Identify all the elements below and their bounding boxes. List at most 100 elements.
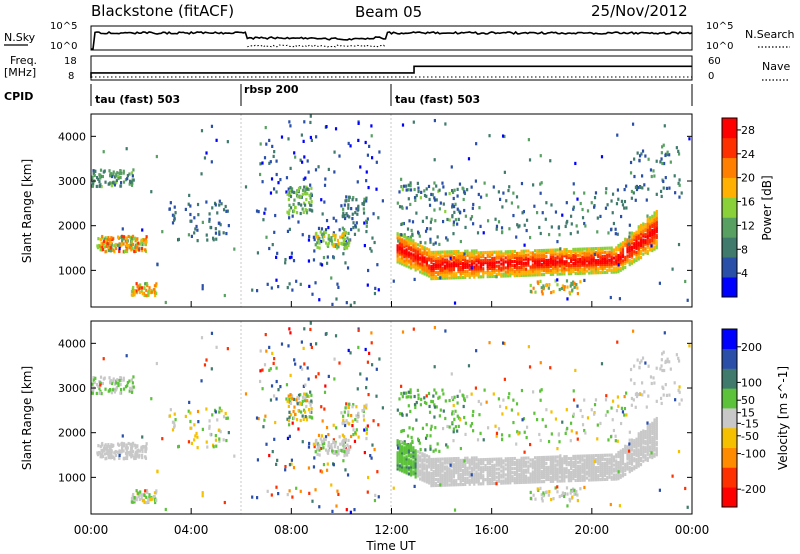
velocity-cell xyxy=(338,361,341,365)
power-cell xyxy=(556,260,559,264)
power-cell xyxy=(335,219,338,223)
velocity-cell xyxy=(646,424,649,428)
velocity-cell xyxy=(441,388,444,392)
power-cell xyxy=(610,248,613,252)
power-cell xyxy=(543,264,546,269)
power-cell xyxy=(529,283,532,288)
power-cell xyxy=(565,256,568,260)
power-cell xyxy=(305,197,308,202)
power-cell xyxy=(475,249,478,253)
velocity-cell xyxy=(405,471,408,475)
power-cell xyxy=(164,300,167,305)
power-cell xyxy=(648,230,652,234)
velocity-cell xyxy=(255,496,259,500)
velocity-cell xyxy=(439,481,442,485)
power-cell xyxy=(615,270,618,274)
power-cell xyxy=(628,254,631,259)
noise-panel: N.Sky 10^5 10^0 10^5 10^0 N.Search xyxy=(4,21,795,52)
power-cell xyxy=(486,252,489,257)
power-cell xyxy=(443,266,447,270)
power-cell xyxy=(653,223,656,227)
velocity-cell xyxy=(433,388,436,392)
power-cell xyxy=(287,137,290,141)
power-cell xyxy=(309,183,312,187)
velocity-cell xyxy=(94,376,97,380)
power-cell xyxy=(203,156,207,160)
velocity-cell xyxy=(678,402,681,406)
velocity-cell xyxy=(661,352,664,356)
power-cell xyxy=(617,270,620,274)
velocity-cell xyxy=(319,437,322,441)
velocity-cell xyxy=(563,473,566,477)
power-cell xyxy=(646,251,649,255)
velocity-cell xyxy=(554,473,557,477)
velocity-cell xyxy=(443,471,447,475)
velocity-cell xyxy=(552,471,555,475)
velocity-cell xyxy=(430,465,433,470)
power-cell xyxy=(350,206,353,211)
velocity-cell xyxy=(635,445,638,449)
power-cell xyxy=(639,235,643,240)
power-cell xyxy=(594,269,598,273)
velocity-cell xyxy=(540,455,543,460)
power-cell xyxy=(590,267,593,271)
velocity-cell xyxy=(639,442,643,447)
power-cell xyxy=(455,252,458,256)
velocity-cell xyxy=(545,477,548,482)
power-cell xyxy=(276,251,279,255)
power-cell xyxy=(628,244,631,249)
power-cell xyxy=(488,270,492,275)
power-cell xyxy=(335,246,339,250)
velocity-cell xyxy=(504,477,507,481)
power-cell xyxy=(99,238,102,242)
frequency-panel: Freq. [MHz] 18 8 60 0 Nave xyxy=(4,54,790,82)
velocity-cell xyxy=(554,457,557,461)
power-cell xyxy=(642,246,645,250)
power-cell xyxy=(452,232,455,236)
velocity-cell xyxy=(540,480,543,484)
power-cell xyxy=(543,262,546,267)
power-cell xyxy=(429,237,432,241)
power-cell xyxy=(637,247,640,251)
power-cell xyxy=(412,243,415,247)
velocity-cell xyxy=(323,407,326,411)
power-cell xyxy=(547,268,550,273)
velocity-cell xyxy=(668,360,671,364)
velocity-cell xyxy=(597,466,600,470)
velocity-cell xyxy=(308,400,311,404)
power-cell xyxy=(619,248,622,252)
velocity-cell xyxy=(646,458,649,462)
velocity-cell xyxy=(617,452,620,457)
power-cell xyxy=(443,250,447,254)
velocity-cell xyxy=(153,491,157,495)
power-cell xyxy=(431,193,435,197)
power-cell xyxy=(365,179,368,183)
velocity-cell xyxy=(639,446,643,451)
power-cell xyxy=(603,266,607,271)
power-cell xyxy=(429,227,432,231)
velocity-cell xyxy=(133,443,137,447)
velocity-cell xyxy=(405,469,408,473)
velocity-cell xyxy=(540,388,543,392)
velocity-cell xyxy=(493,457,496,461)
power-cell xyxy=(98,184,102,188)
power-cell xyxy=(291,214,294,218)
velocity-cell xyxy=(626,457,629,461)
power-cell xyxy=(401,123,405,127)
power-cell xyxy=(648,224,652,228)
power-cell xyxy=(430,260,433,265)
velocity-cell xyxy=(437,479,440,483)
power-cell xyxy=(92,171,96,176)
power-cell xyxy=(476,231,480,235)
power-cell xyxy=(288,282,291,286)
velocity-cell xyxy=(610,465,613,469)
velocity-cell xyxy=(288,397,291,402)
power-cell xyxy=(363,221,366,225)
velocity-cell xyxy=(220,409,223,413)
power-cell xyxy=(145,294,148,298)
velocity-cell xyxy=(475,464,478,468)
velocity-cell xyxy=(630,452,634,456)
velocity-cell xyxy=(511,475,514,479)
power-cell xyxy=(325,218,329,223)
power-cell xyxy=(272,154,275,159)
